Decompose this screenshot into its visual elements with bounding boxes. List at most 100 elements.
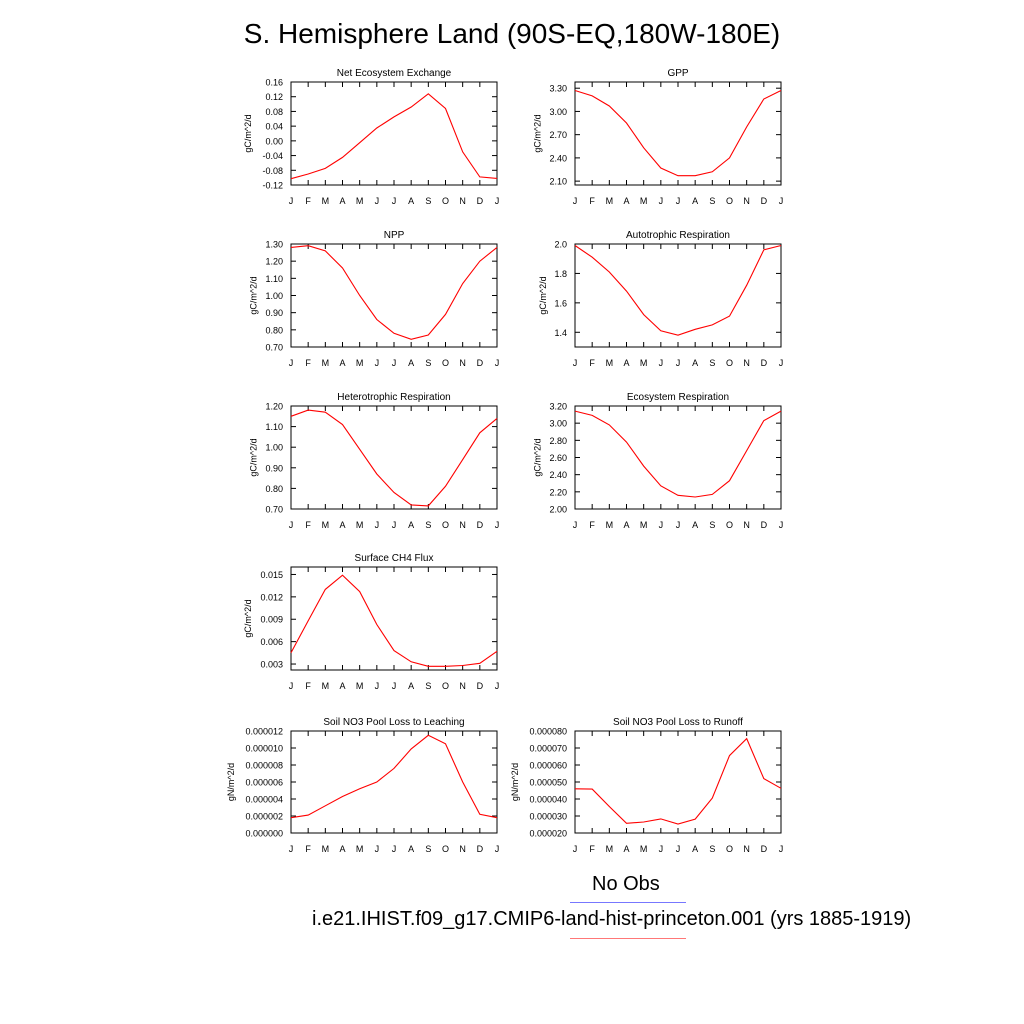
x-tick-label: M bbox=[322, 844, 330, 854]
x-tick-label: S bbox=[709, 196, 715, 206]
x-tick-label: J bbox=[289, 520, 294, 530]
y-tick-label: 0.000002 bbox=[245, 812, 283, 822]
chart-title: GPP bbox=[667, 68, 688, 79]
x-tick-label: A bbox=[339, 681, 345, 691]
x-tick-label: F bbox=[589, 358, 595, 368]
x-tick-label: S bbox=[425, 681, 431, 691]
y-tick-label: 3.00 bbox=[549, 107, 567, 117]
y-tick-label: 0.16 bbox=[265, 78, 283, 88]
x-tick-label: M bbox=[606, 844, 614, 854]
y-tick-label: 2.0 bbox=[554, 240, 567, 250]
y-axis-label: gC/m^2/d bbox=[533, 438, 543, 476]
x-tick-label: J bbox=[289, 196, 294, 206]
x-tick-label: A bbox=[339, 520, 345, 530]
x-tick-label: J bbox=[375, 358, 380, 368]
y-tick-label: 1.20 bbox=[265, 257, 283, 267]
x-tick-label: O bbox=[726, 844, 733, 854]
y-tick-label: 0.009 bbox=[260, 615, 283, 625]
x-tick-label: N bbox=[743, 520, 750, 530]
y-tick-label: 0.003 bbox=[260, 660, 283, 670]
y-tick-label: 2.60 bbox=[549, 453, 567, 463]
y-tick-label: 0.006 bbox=[260, 637, 283, 647]
y-tick-label: 1.20 bbox=[265, 402, 283, 412]
x-tick-label: J bbox=[392, 844, 397, 854]
x-tick-label: J bbox=[659, 196, 664, 206]
y-tick-label: -0.12 bbox=[262, 181, 283, 191]
x-tick-label: J bbox=[659, 358, 664, 368]
y-tick-label: 2.20 bbox=[549, 487, 567, 497]
plot-frame bbox=[574, 243, 782, 348]
y-axis-label: gC/m^2/d bbox=[538, 276, 548, 314]
y-axis-label: gC/m^2/d bbox=[243, 114, 253, 152]
y-tick-label: 0.80 bbox=[265, 484, 283, 494]
y-tick-label: 0.000006 bbox=[245, 778, 283, 788]
x-tick-label: J bbox=[573, 358, 578, 368]
y-tick-label: 0.08 bbox=[265, 107, 283, 117]
x-tick-label: J bbox=[392, 520, 397, 530]
legend-model-label: i.e21.IHIST.f09_g17.CMIP6-land-hist-prin… bbox=[312, 908, 912, 930]
x-tick-label: N bbox=[459, 520, 466, 530]
x-tick-label: M bbox=[322, 520, 330, 530]
y-tick-label: 0.000020 bbox=[529, 829, 567, 839]
y-tick-label: 1.4 bbox=[554, 328, 567, 338]
y-tick-label: 0.000030 bbox=[529, 812, 567, 822]
series-line bbox=[574, 410, 782, 498]
x-tick-label: J bbox=[676, 520, 681, 530]
y-tick-label: 1.00 bbox=[265, 291, 283, 301]
x-tick-label: J bbox=[573, 520, 578, 530]
x-tick-label: N bbox=[743, 196, 750, 206]
x-tick-label: J bbox=[392, 681, 397, 691]
chart-title: Autotrophic Respiration bbox=[626, 230, 730, 241]
y-tick-label: 0.000060 bbox=[529, 761, 567, 771]
y-tick-label: 0.70 bbox=[265, 505, 283, 515]
x-tick-label: O bbox=[442, 358, 449, 368]
y-tick-label: 1.10 bbox=[265, 274, 283, 284]
chart-title: Soil NO3 Pool Loss to Runoff bbox=[613, 717, 743, 728]
plot-frame bbox=[290, 730, 498, 834]
x-tick-label: F bbox=[305, 196, 311, 206]
x-tick-label: M bbox=[356, 681, 364, 691]
x-tick-label: D bbox=[477, 844, 484, 854]
y-tick-label: 1.10 bbox=[265, 422, 283, 432]
chart-title: Heterotrophic Respiration bbox=[337, 392, 450, 403]
legend-obs-label: No Obs bbox=[592, 873, 660, 895]
x-tick-label: J bbox=[289, 681, 294, 691]
plot-frame bbox=[574, 81, 782, 186]
x-tick-label: A bbox=[692, 520, 698, 530]
x-tick-label: F bbox=[589, 844, 595, 854]
x-tick-label: A bbox=[623, 196, 629, 206]
x-tick-label: A bbox=[408, 196, 414, 206]
x-tick-label: J bbox=[375, 520, 380, 530]
x-tick-label: A bbox=[692, 358, 698, 368]
x-tick-label: O bbox=[726, 358, 733, 368]
x-tick-label: J bbox=[375, 196, 380, 206]
y-axis-label: gN/m^2/d bbox=[510, 763, 520, 801]
x-tick-label: M bbox=[356, 196, 364, 206]
series-line bbox=[574, 244, 782, 336]
x-tick-label: N bbox=[743, 844, 750, 854]
x-tick-label: M bbox=[356, 844, 364, 854]
y-tick-label: 0.000050 bbox=[529, 778, 567, 788]
x-tick-label: A bbox=[623, 358, 629, 368]
x-tick-label: J bbox=[659, 844, 664, 854]
chart-title: Net Ecosystem Exchange bbox=[337, 68, 452, 79]
x-tick-label: O bbox=[726, 520, 733, 530]
plot-frame bbox=[290, 405, 498, 510]
plot-frame bbox=[290, 243, 498, 348]
x-tick-label: J bbox=[779, 844, 784, 854]
y-tick-label: 0.000040 bbox=[529, 795, 567, 805]
x-tick-label: O bbox=[442, 681, 449, 691]
y-tick-label: 0.000080 bbox=[529, 727, 567, 737]
y-tick-label: 0.012 bbox=[260, 592, 283, 602]
y-tick-label: 2.40 bbox=[549, 153, 567, 163]
y-axis-label: gN/m^2/d bbox=[226, 763, 236, 801]
x-tick-label: F bbox=[589, 520, 595, 530]
x-tick-label: A bbox=[339, 358, 345, 368]
y-tick-label: 3.20 bbox=[549, 402, 567, 412]
y-tick-label: 2.00 bbox=[549, 505, 567, 515]
